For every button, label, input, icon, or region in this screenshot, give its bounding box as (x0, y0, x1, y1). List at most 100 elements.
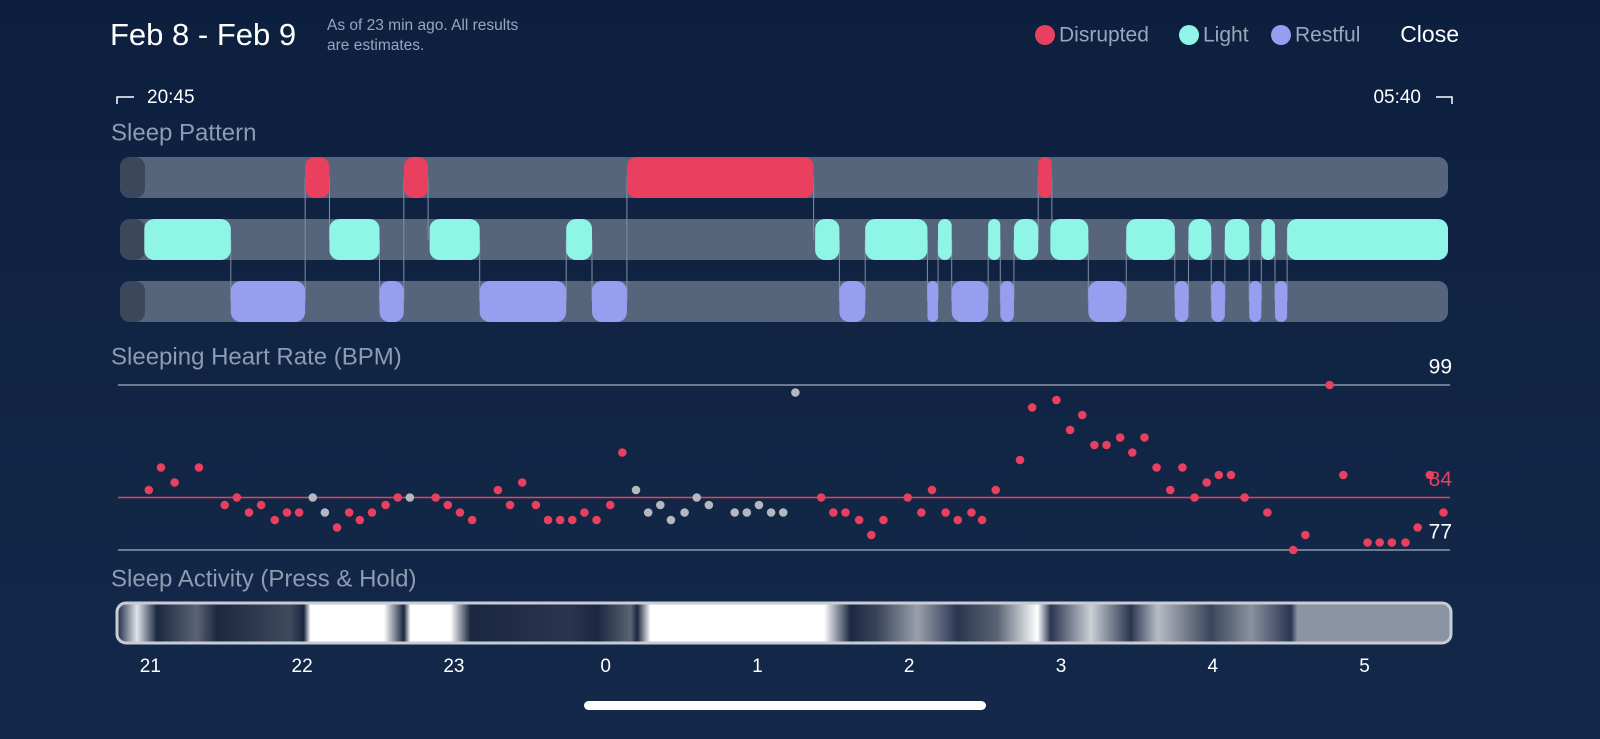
sleep-segment (988, 219, 1001, 260)
heart-rate-point (605, 500, 615, 510)
title: Feb 8 - Feb 9 (110, 17, 296, 52)
heart-rate-point (692, 493, 702, 502)
heart-rate-point (355, 515, 365, 525)
heart-rate-point (1375, 538, 1385, 547)
sleep-segment (305, 157, 330, 198)
heart-rate-point (866, 530, 876, 540)
heart-rate-point (381, 500, 390, 510)
start-time: 20:45 (147, 87, 195, 108)
sleep-segment (1013, 219, 1039, 260)
heart-rate-point (666, 515, 676, 525)
heart-rate-point (170, 478, 179, 487)
heart-rate-point (1152, 463, 1161, 472)
heart-rate-point (1090, 440, 1099, 450)
sleep-segment (429, 219, 480, 260)
heart-rate-point (1240, 493, 1249, 502)
heart-rate-point (680, 508, 689, 517)
range-corner (1436, 96, 1453, 104)
reference-label: 84 (1429, 468, 1453, 491)
heart-rate-point (1115, 433, 1125, 442)
section-title: Sleeping Heart Rate (BPM) (111, 343, 402, 370)
sleep-segment (927, 281, 939, 322)
x-tick-label: 3 (1056, 656, 1067, 677)
heart-rate-point (543, 515, 553, 525)
sleep-segment (1249, 281, 1262, 322)
heart-rate-point (1102, 440, 1111, 450)
sleep-segment (592, 281, 627, 322)
x-tick-label: 21 (140, 656, 161, 677)
sleep-segment (1174, 281, 1189, 322)
heart-rate-point (467, 515, 477, 525)
heart-rate-point (282, 508, 292, 517)
heart-rate-point (742, 508, 752, 517)
sleep-segment (865, 219, 928, 260)
heart-rate-point (517, 478, 527, 487)
heart-rate-point (1202, 478, 1211, 487)
heart-rate-point (766, 508, 776, 517)
heart-rate-point (704, 500, 714, 510)
heart-rate-point (1301, 530, 1310, 540)
heart-rate-point (778, 508, 788, 517)
heart-rate-point (443, 500, 453, 510)
heart-rate-point (531, 500, 541, 510)
heart-rate-point (220, 500, 230, 510)
heart-rate-point (791, 388, 800, 397)
x-tick-label: 1 (752, 656, 763, 677)
heart-rate-point (631, 485, 641, 495)
sleep-segment (566, 219, 593, 260)
sleep-segment (626, 157, 814, 198)
heart-rate-point (156, 463, 166, 472)
heart-rate-point (244, 508, 254, 517)
heart-rate-point (854, 515, 864, 525)
heart-rate-point (592, 515, 601, 525)
heart-rate-point (1178, 463, 1187, 472)
heart-rate-point (953, 515, 963, 525)
heart-rate-point (618, 448, 627, 457)
heart-rate-point (1226, 470, 1236, 480)
pattern-cap (120, 281, 145, 322)
sleep-segment (938, 219, 952, 260)
sleep-segment (1188, 219, 1212, 260)
heart-rate-point (308, 493, 318, 502)
heart-rate-point (917, 508, 926, 517)
sleep-segment (1050, 219, 1089, 260)
heart-rate-point (332, 523, 342, 532)
reference-label: 77 (1429, 521, 1452, 544)
heart-rate-point (816, 493, 826, 502)
x-tick-label: 5 (1359, 656, 1370, 677)
heart-rate-point (1214, 470, 1224, 480)
heart-rate-point (1325, 380, 1334, 390)
sleep-segment (403, 157, 429, 198)
sleep-segment (1224, 219, 1250, 260)
heart-rate-point (567, 515, 577, 525)
heart-rate-point (967, 508, 976, 517)
heart-rate-point (232, 493, 242, 502)
x-tick-label: 2 (904, 656, 915, 677)
sleep-segment (379, 281, 404, 322)
range-corner (116, 96, 134, 104)
sleep-segment (144, 219, 231, 260)
sleep-segment (1274, 281, 1288, 322)
heart-rate-point (1027, 403, 1037, 412)
activity-bar[interactable] (115, 601, 1453, 645)
close-button[interactable]: Close (1400, 21, 1459, 47)
heart-rate-point (505, 500, 515, 510)
heart-rate-point (879, 515, 888, 525)
section-title: Sleep Activity (Press & Hold) (111, 565, 416, 592)
heart-rate-point (320, 508, 330, 517)
pattern-cap (120, 219, 145, 260)
sleep-segment (951, 281, 989, 322)
heart-rate-point (1128, 448, 1137, 457)
sleep-segment (1000, 281, 1014, 322)
legend-label: Light (1203, 24, 1249, 47)
x-tick-label: 22 (292, 656, 313, 677)
sleep-segment (1038, 157, 1052, 198)
heart-rate-point (431, 493, 440, 502)
heart-rate-point (1140, 433, 1149, 442)
heart-rate-point (927, 485, 937, 495)
legend-dot (1179, 25, 1199, 45)
heart-rate-point (194, 463, 204, 472)
heart-rate-point (493, 485, 503, 495)
heart-rate-point (730, 508, 739, 517)
